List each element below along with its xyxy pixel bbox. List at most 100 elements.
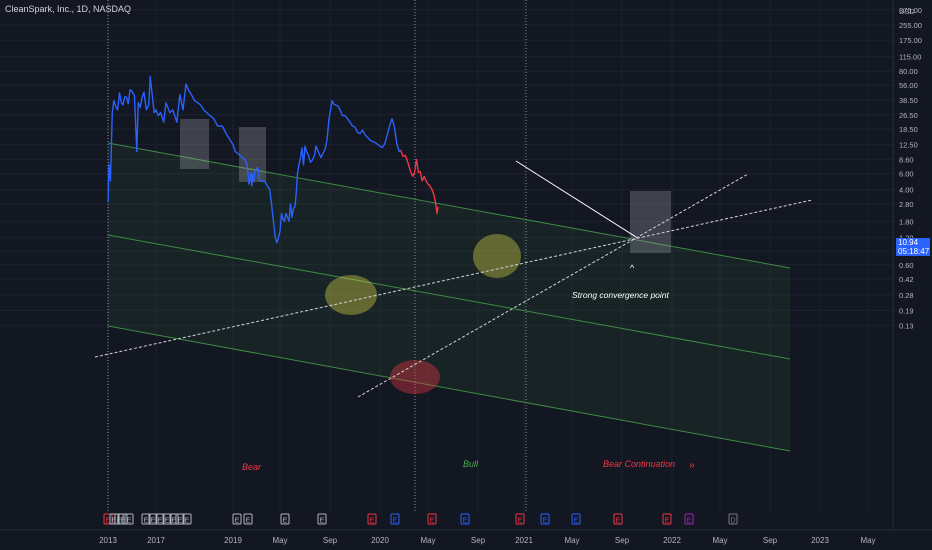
earnings-marker-label: E — [665, 518, 670, 525]
earnings-marker-label: E — [112, 518, 117, 525]
time-tick-label: Sep — [763, 536, 778, 545]
price-tick-label: 2.80 — [899, 200, 914, 209]
earnings-marker-box — [124, 513, 134, 525]
dashed-trend-line — [94, 199, 813, 358]
time-tick-label: 2023 — [811, 536, 829, 545]
chart-annotations: Bear Bull Bear Continuation » Strong con… — [242, 263, 695, 472]
time-tick-label: 2020 — [371, 536, 389, 545]
time-tick-label: Sep — [323, 536, 338, 545]
time-tick-label: May — [860, 536, 875, 545]
earnings-marker: D — [728, 513, 738, 525]
earnings-marker: E — [103, 513, 113, 525]
earnings-marker-box — [175, 513, 185, 525]
earnings-marker-label: E — [518, 518, 523, 525]
earnings-marker-label: E — [158, 518, 163, 525]
earnings-marker: E — [317, 513, 327, 525]
earnings-marker: E — [124, 513, 134, 525]
price-tick-label: 255.00 — [899, 21, 922, 30]
earnings-marker: E — [109, 513, 119, 525]
earnings-marker-box — [182, 513, 192, 525]
price-tick-label: 175.00 — [899, 36, 922, 45]
earnings-marker-label: E — [320, 518, 325, 525]
earnings-marker-box — [515, 513, 525, 525]
highlight-ellipse-olive — [473, 234, 521, 278]
price-axis: 550.00375.00255.00175.00115.0080.0056.00… — [892, 0, 932, 550]
annotation-convergence: Strong convergence point — [572, 290, 670, 300]
price-line — [107, 75, 402, 244]
earnings-marker-box — [684, 513, 694, 525]
price-series — [107, 75, 439, 244]
earnings-marker-label: E — [178, 518, 183, 525]
price-tick-label: 1.80 — [899, 217, 914, 226]
price-tick-label: 8.60 — [899, 155, 914, 164]
time-tick-label: May — [712, 536, 727, 545]
annotation-bear: Bear — [242, 462, 262, 472]
earnings-marker-label: E — [106, 518, 111, 525]
earnings-marker: E — [460, 513, 470, 525]
earnings-marker: E — [280, 513, 290, 525]
earnings-marker-box — [162, 513, 172, 525]
earnings-marker: E — [243, 513, 253, 525]
channel-boundary-line — [107, 325, 791, 452]
regression-channels — [107, 142, 791, 452]
earnings-marker-box — [169, 513, 179, 525]
earnings-marker: E — [427, 513, 437, 525]
earnings-marker-box — [103, 513, 113, 525]
earnings-marker-box — [613, 513, 623, 525]
time-axis: 2013 2017 2019 May Sep 2020 May Sep 2021 May Sep 20… — [0, 529, 932, 550]
earnings-marker-label: E — [430, 518, 435, 525]
price-axis-bg — [893, 0, 932, 550]
earnings-marker-label: E — [283, 518, 288, 525]
earnings-marker-box — [148, 513, 158, 525]
earnings-marker-box — [155, 513, 165, 525]
earnings-marker-box — [728, 513, 738, 525]
time-tick-label: May — [272, 536, 287, 545]
earnings-marker-box — [367, 513, 377, 525]
time-tick-label: Sep — [471, 536, 486, 545]
price-tick-label: 0.60 — [899, 261, 914, 270]
earnings-marker-label: E — [543, 518, 548, 525]
price-tick-label: 18.50 — [899, 125, 918, 134]
price-tick-label: 26.50 — [899, 111, 918, 120]
earnings-marker-box — [232, 513, 242, 525]
highlight-ellipses — [325, 234, 521, 394]
earnings-marker: E — [571, 513, 581, 525]
channel-median-line — [107, 234, 791, 360]
earnings-marker: E — [148, 513, 158, 525]
price-tick-label: 12.50 — [899, 141, 918, 150]
earnings-marker-label: E — [370, 518, 375, 525]
earnings-marker-box — [427, 513, 437, 525]
earnings-marker-box — [571, 513, 581, 525]
price-tick-label: 0.13 — [899, 321, 914, 330]
earnings-marker-label: E — [463, 518, 468, 525]
earnings-marker-label: E — [616, 518, 621, 525]
annotation-bear-continuation: Bear Continuation — [603, 459, 675, 469]
price-tick-label: 6.00 — [899, 170, 914, 179]
bar-countdown-label: 05:18:47 — [896, 247, 930, 256]
earnings-marker: E — [141, 513, 151, 525]
earnings-marker: E — [540, 513, 550, 525]
earnings-marker-label: E — [574, 518, 579, 525]
earnings-marker-box — [390, 513, 400, 525]
earnings-marker: E — [662, 513, 672, 525]
earnings-marker-box — [280, 513, 290, 525]
earnings-marker: E — [182, 513, 192, 525]
earnings-marker-label: E — [393, 518, 398, 525]
price-tick-label: 0.28 — [899, 291, 914, 300]
price-tick-label: 56.00 — [899, 81, 918, 90]
solid-trend-line — [515, 160, 637, 238]
earnings-marker: E — [162, 513, 172, 525]
earnings-marker-label: D — [730, 518, 735, 525]
time-tick-label: May — [420, 536, 435, 545]
chart-grid — [0, 0, 893, 513]
channel-boundary-line — [107, 142, 791, 269]
time-tick-label: Sep — [615, 536, 630, 545]
earnings-marker-box — [460, 513, 470, 525]
price-line-bear — [399, 149, 439, 215]
earnings-marker-label: E — [235, 518, 240, 525]
price-tick-label: 1.20 — [899, 233, 914, 242]
highlight-ellipse-red — [390, 360, 440, 394]
price-tick-label: 0.19 — [899, 306, 914, 315]
